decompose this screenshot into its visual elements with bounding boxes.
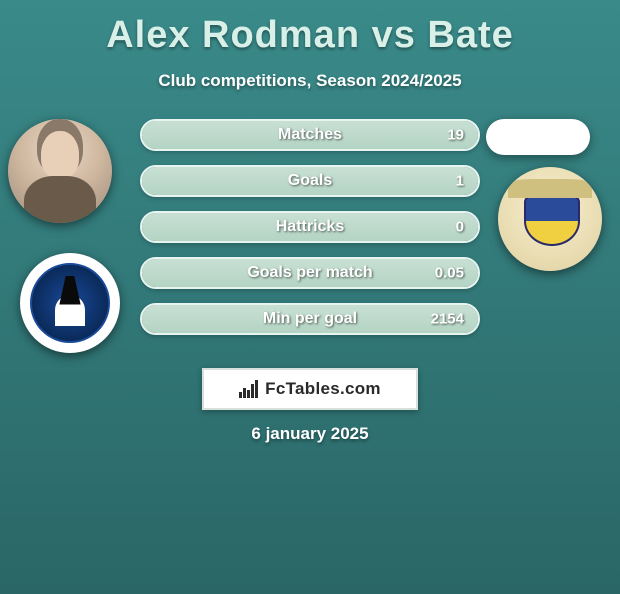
brand-label: FcTables.com <box>265 379 381 399</box>
stat-value: 0 <box>456 219 464 236</box>
stat-label: Matches <box>142 126 478 144</box>
stat-value: 19 <box>447 127 464 144</box>
stat-label: Min per goal <box>142 310 478 328</box>
stat-row-goals: Goals 1 <box>140 165 480 197</box>
club-left-badge-inner <box>30 263 110 343</box>
stat-pills: Matches 19 Goals 1 Hattricks 0 Goals per… <box>140 119 480 349</box>
brand-box[interactable]: FcTables.com <box>202 368 418 410</box>
stat-value: 0.05 <box>435 265 464 282</box>
player-left-avatar <box>8 119 112 223</box>
stat-label: Goals <box>142 172 478 190</box>
bar-chart-icon <box>239 380 261 398</box>
page-subtitle: Club competitions, Season 2024/2025 <box>0 71 620 91</box>
stat-label: Goals per match <box>142 264 478 282</box>
stat-row-matches: Matches 19 <box>140 119 480 151</box>
stat-label: Hattricks <box>142 218 478 236</box>
player-right-avatar <box>486 119 590 155</box>
stat-row-hattricks: Hattricks 0 <box>140 211 480 243</box>
page-title: Alex Rodman vs Bate <box>0 14 620 57</box>
club-left-badge <box>20 253 120 353</box>
stat-value: 2154 <box>431 311 464 328</box>
club-right-badge <box>498 167 602 271</box>
stat-row-goals-per-match: Goals per match 0.05 <box>140 257 480 289</box>
stat-value: 1 <box>456 173 464 190</box>
comparison-area: Matches 19 Goals 1 Hattricks 0 Goals per… <box>0 119 620 359</box>
stat-row-min-per-goal: Min per goal 2154 <box>140 303 480 335</box>
footer-date: 6 january 2025 <box>0 424 620 444</box>
